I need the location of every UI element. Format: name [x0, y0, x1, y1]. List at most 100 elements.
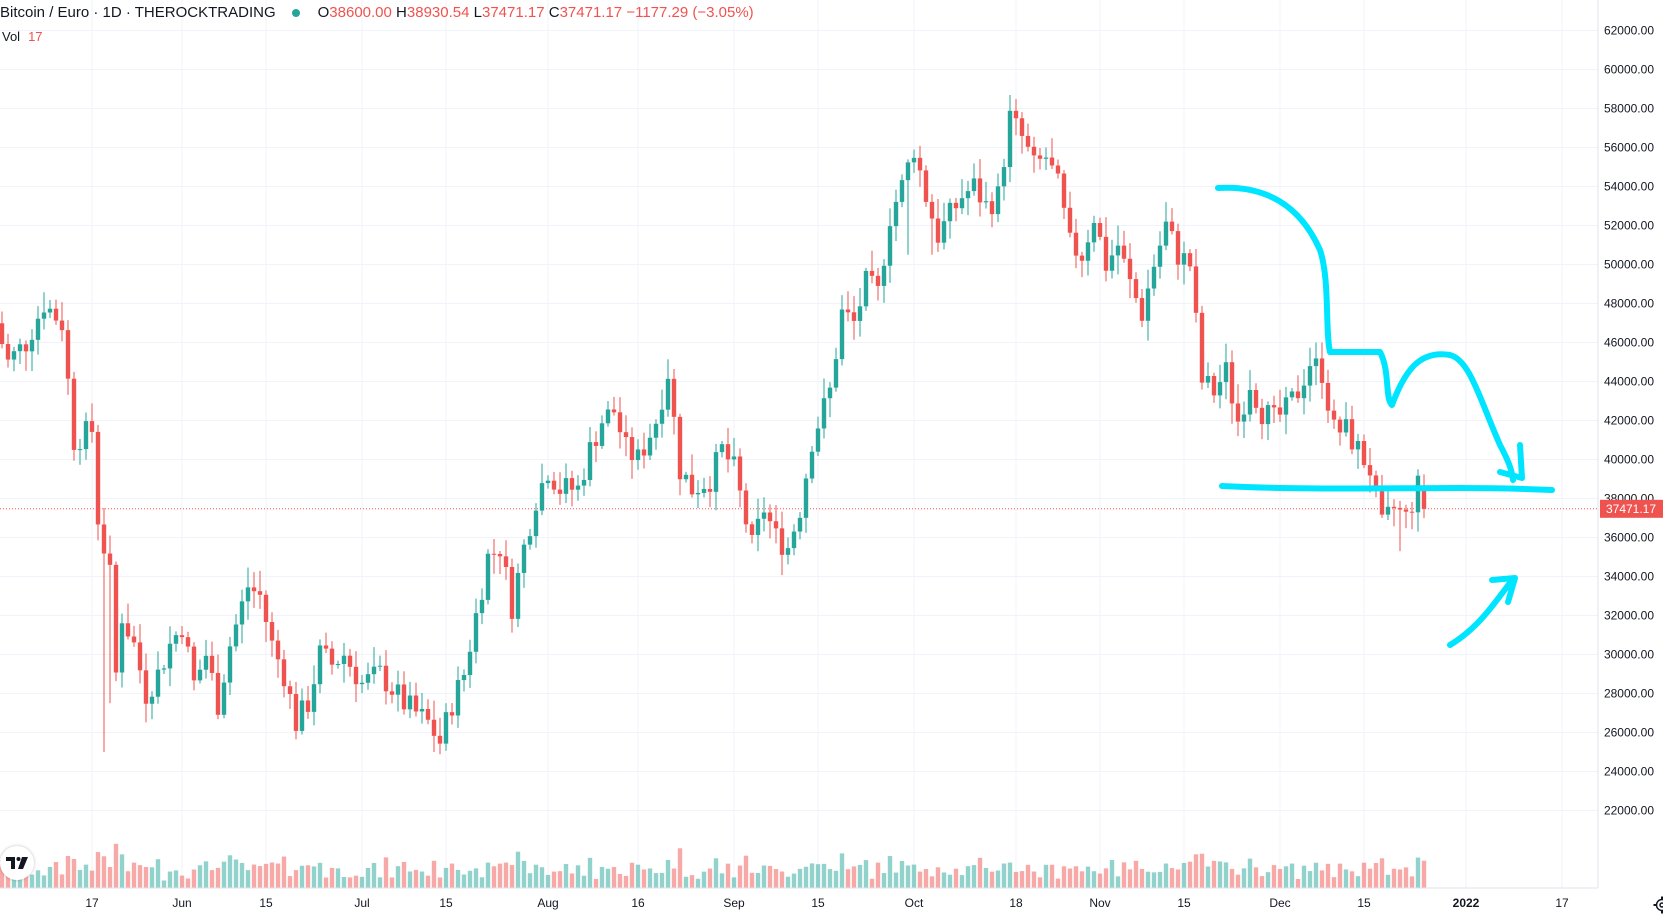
volume-bar — [587, 857, 593, 888]
candle — [1325, 369, 1331, 423]
candle-body — [1325, 382, 1331, 411]
volume-bar — [65, 855, 71, 888]
candle — [869, 250, 875, 284]
volume-bar — [1007, 862, 1013, 888]
volume-bar — [365, 868, 371, 888]
candle-body — [1055, 165, 1061, 174]
candle — [995, 173, 1001, 223]
time-axis[interactable]: y17Jun15Jul15Aug16Sep15Oct18Nov15Dec1520… — [0, 896, 1569, 910]
price-tick-label: 46000.00 — [1604, 336, 1654, 350]
candle-body — [17, 344, 23, 352]
volume-bar — [1109, 859, 1115, 888]
volume-bar — [1205, 866, 1211, 888]
candle-body — [89, 421, 95, 432]
candle-body — [689, 474, 695, 495]
candle — [167, 626, 173, 687]
candle — [911, 149, 917, 173]
volume-bar — [197, 865, 203, 888]
volume-bar — [635, 864, 641, 888]
candle — [839, 295, 845, 366]
candle — [263, 590, 269, 643]
candle-body — [401, 684, 407, 710]
candle-body — [95, 431, 101, 525]
candle — [143, 653, 149, 723]
volume-bar — [89, 870, 95, 888]
candle-body — [323, 645, 329, 649]
candle-body — [773, 521, 779, 529]
candle — [383, 650, 389, 705]
price-axis[interactable]: 62000.00 60000.00 58000.00 56000.00 54000.00… — [1604, 24, 1654, 818]
candle-body — [647, 437, 653, 456]
volume-bar — [1115, 876, 1121, 888]
candle — [431, 700, 437, 752]
candle — [581, 468, 587, 496]
candle — [1409, 502, 1415, 530]
candle-body — [1097, 222, 1103, 237]
volume-bar — [521, 860, 527, 888]
volume-bar — [887, 856, 893, 888]
candle — [941, 202, 947, 250]
candle — [863, 267, 869, 311]
candle — [485, 549, 491, 605]
candle-body — [353, 666, 359, 685]
candle-body — [83, 421, 89, 450]
time-tick-label: 17 — [85, 896, 99, 910]
candle-body — [935, 218, 941, 243]
gear-icon[interactable] — [1653, 896, 1663, 914]
candle-body — [1007, 110, 1013, 168]
candle — [1061, 170, 1067, 219]
candle — [959, 179, 965, 215]
volume-bar — [167, 871, 173, 888]
candle-body — [173, 635, 179, 644]
candle — [1043, 147, 1049, 170]
volume-bar — [1343, 869, 1349, 888]
volume-bar — [1217, 861, 1223, 888]
candle-body — [947, 202, 953, 222]
candle-body — [503, 556, 509, 567]
volume-bar — [1103, 868, 1109, 888]
candle — [1199, 305, 1205, 390]
candle-body — [377, 665, 383, 667]
volume-bar — [911, 864, 917, 888]
candle-body — [1121, 245, 1127, 259]
candle — [335, 660, 341, 669]
candle — [1301, 369, 1307, 415]
volume-bar — [1325, 863, 1331, 888]
volume-bar — [125, 871, 131, 888]
volume-bar — [299, 865, 305, 888]
candle — [251, 572, 257, 608]
candle-body — [1193, 266, 1199, 313]
volume-bar — [1421, 860, 1427, 888]
volume-bar — [515, 851, 521, 888]
volume-bar — [1313, 862, 1319, 888]
volume-bar — [791, 873, 797, 888]
volume-bar — [917, 871, 923, 888]
candle-body — [77, 449, 83, 451]
candle-body — [461, 675, 467, 681]
volume-bar — [545, 874, 551, 888]
candle — [917, 145, 923, 187]
candle-body — [1061, 173, 1067, 208]
tradingview-logo-icon[interactable] — [0, 846, 34, 880]
candle — [1403, 504, 1409, 529]
candle — [419, 693, 425, 724]
candle-body — [707, 488, 713, 492]
volume-bar — [701, 871, 707, 888]
volume-bar — [221, 861, 227, 888]
volume-bar — [743, 855, 749, 888]
price-tick-label: 36000.00 — [1604, 531, 1654, 545]
candle-body — [827, 387, 833, 399]
candle — [1211, 372, 1217, 403]
price-tick-label: 44000.00 — [1604, 375, 1654, 389]
candle-body — [1085, 242, 1091, 261]
candle-body — [839, 309, 845, 360]
volume-bar — [569, 873, 575, 888]
volume-bar — [311, 866, 317, 888]
candle-body — [1229, 362, 1235, 404]
volume-bar — [1319, 870, 1325, 888]
candle — [401, 671, 407, 715]
candle-body — [0, 323, 5, 345]
symbol-title[interactable]: Bitcoin / Euro · 1D · THEROCKTRADING — [0, 4, 276, 21]
volume-bar — [359, 876, 365, 888]
